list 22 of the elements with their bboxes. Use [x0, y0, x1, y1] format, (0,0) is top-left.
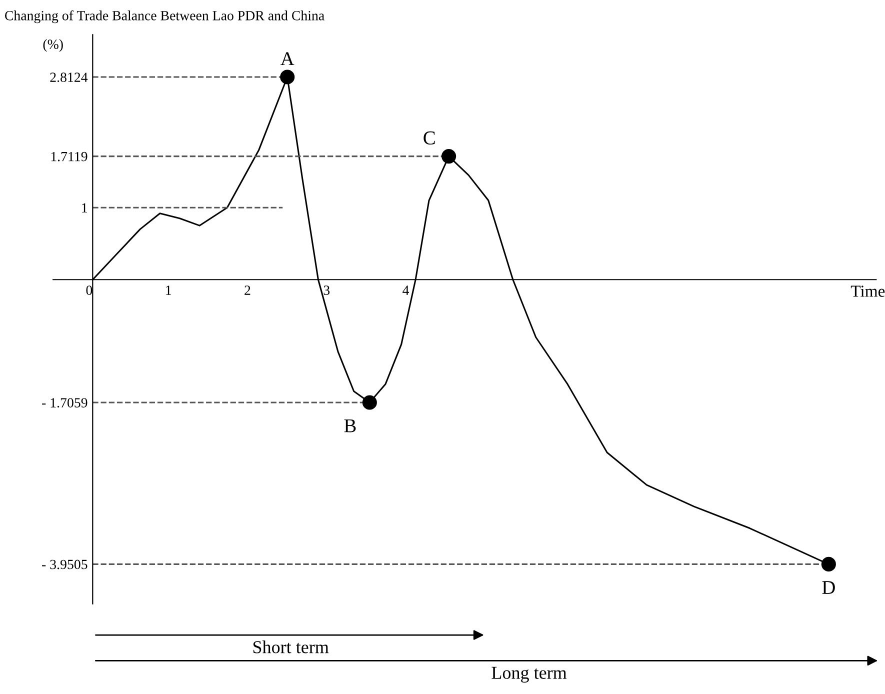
x-tick-label: 4	[402, 286, 410, 295]
y-tick-label: 2.8124	[50, 72, 88, 82]
annotation: D	[822, 581, 835, 594]
point	[821, 556, 836, 572]
chart-title: Changing of Trade Balance Between Lao PDR and China	[4, 10, 324, 24]
y-tick-label: - 1.7059	[42, 398, 88, 408]
x-tick-label: 3	[324, 286, 330, 295]
text: Long term	[492, 666, 567, 683]
y-axis-title: (%)	[43, 39, 63, 52]
annotation: B	[344, 419, 356, 432]
y-tick-label: 1	[82, 203, 87, 212]
annotation: A	[280, 52, 294, 66]
point	[280, 70, 295, 84]
annotation: C	[424, 131, 435, 145]
x-axis-title: Time	[850, 286, 885, 297]
point	[442, 149, 456, 164]
x-tick-label: 1	[166, 286, 171, 295]
y-tick-label: - 3.9505	[42, 560, 88, 570]
x-tick-label: 2	[244, 286, 250, 295]
point	[362, 395, 377, 410]
text: Short term	[253, 640, 329, 654]
y-tick-label: 1.7119	[51, 152, 88, 162]
